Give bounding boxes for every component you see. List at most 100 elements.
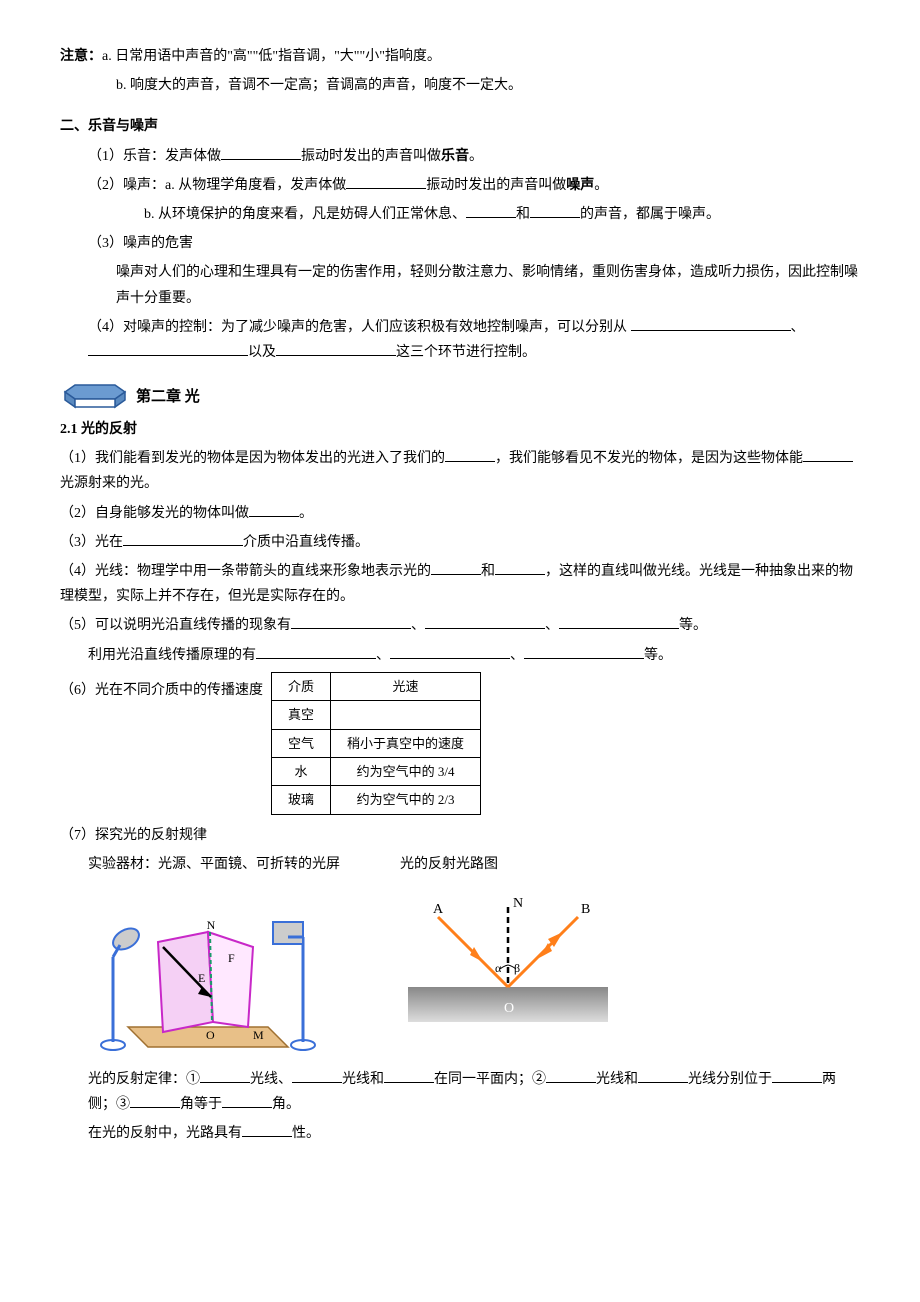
table-cell: 介质 xyxy=(272,672,331,700)
text: 利用光沿直线传播原理的有 xyxy=(88,648,256,663)
s21-p1: （1）我们能看到发光的物体是因为物体发出的光进入了我们的 ，我们能够看见不发光的物… xyxy=(60,446,860,496)
blank xyxy=(772,1068,822,1083)
label-N: N xyxy=(513,896,523,911)
chapter2-row: 第二章 光 xyxy=(60,377,860,417)
text: 振动时发出的声音叫做 xyxy=(426,178,566,193)
text: 光源射来的光。 xyxy=(60,476,158,491)
text: 光线、 xyxy=(250,1072,292,1087)
blank xyxy=(445,447,495,462)
diagram-reflection: A N B α β O xyxy=(388,887,628,1057)
blank xyxy=(123,531,243,546)
text: （4）对噪声的控制：为了减少噪声的危害，人们应该积极有效地控制噪声，可以分别从 xyxy=(88,320,627,335)
label-A: A xyxy=(433,902,444,917)
chapter2-title: 第二章 光 xyxy=(136,384,200,411)
label-E: E xyxy=(198,971,205,985)
book-icon xyxy=(60,377,130,417)
text-bold: 乐音 xyxy=(441,149,469,164)
label-F: F xyxy=(228,951,235,965)
table-cell: 约为空气中的 2/3 xyxy=(331,786,481,814)
text: （1）乐音：发声体做 xyxy=(88,149,221,164)
diagrams-row: N F E O M xyxy=(88,887,860,1057)
s21-p7: （7）探究光的反射规律 xyxy=(60,823,860,848)
text: 、 xyxy=(376,648,390,663)
text: 在同一平面内；② xyxy=(434,1072,546,1087)
blank xyxy=(276,341,396,356)
label-N: N xyxy=(207,918,216,932)
text: 的声音，都属于噪声。 xyxy=(580,207,720,222)
s21-p2: （2）自身能够发光的物体叫做。 xyxy=(60,501,860,526)
blank xyxy=(425,614,545,629)
blank xyxy=(88,341,248,356)
blank xyxy=(130,1093,180,1108)
text: 以及 xyxy=(248,345,276,360)
notice-label: 注意： xyxy=(60,49,102,64)
text: 这三个环节进行控制。 xyxy=(396,345,536,360)
blank xyxy=(559,614,679,629)
blank xyxy=(524,644,644,659)
table-row: 水 约为空气中的 3/4 xyxy=(272,757,481,785)
speed-table: 介质 光速 真空 空气 稍小于真空中的速度 水 约为空气中的 3/4 玻璃 约为… xyxy=(271,672,481,815)
blank xyxy=(200,1068,250,1083)
text: （4）光线：物理学中用一条带箭头的直线来形象地表示光的 xyxy=(60,564,431,579)
blank xyxy=(346,174,426,189)
blank xyxy=(631,316,791,331)
s21-p9: 在光的反射中，光路具有 性。 xyxy=(60,1121,860,1146)
blank xyxy=(242,1122,292,1137)
text: 。 xyxy=(469,149,483,164)
table-cell: 约为空气中的 3/4 xyxy=(331,757,481,785)
text: 等。 xyxy=(644,648,672,663)
s2-p2: （2）噪声：a. 从物理学角度看，发声体做振动时发出的声音叫做噪声。 xyxy=(60,173,860,198)
notice-a: a. 日常用语中声音的"高""低"指音调，"大""小"指响度。 xyxy=(102,49,441,64)
blank xyxy=(803,447,853,462)
table-row: 空气 稍小于真空中的速度 xyxy=(272,729,481,757)
text: 在光的反射中，光路具有 xyxy=(88,1126,242,1141)
s2-p3-title: （3）噪声的危害 xyxy=(60,231,860,256)
table-row: 玻璃 约为空气中的 2/3 xyxy=(272,786,481,814)
label-B: B xyxy=(581,902,590,917)
text: 、 xyxy=(411,618,425,633)
blank xyxy=(222,1093,272,1108)
label-beta: β xyxy=(514,961,520,975)
table-cell xyxy=(331,701,481,729)
equip-label: 实验器材：光源、平面镜、可折转的光屏 xyxy=(88,852,340,877)
text: 光线和 xyxy=(342,1072,384,1087)
text: 、 xyxy=(510,648,524,663)
text: 和 xyxy=(481,564,495,579)
notice-block: 注意：a. 日常用语中声音的"高""低"指音调，"大""小"指响度。 xyxy=(60,44,860,69)
table-cell: 玻璃 xyxy=(272,786,331,814)
table-cell: 真空 xyxy=(272,701,331,729)
text-bold: 噪声 xyxy=(566,178,594,193)
text: 介质中沿直线传播。 xyxy=(243,535,369,550)
s21-title: 2.1 光的反射 xyxy=(60,417,860,442)
table-cell: 水 xyxy=(272,757,331,785)
text: 光的反射定律：① xyxy=(88,1072,200,1087)
text: 光线分别位于 xyxy=(688,1072,772,1087)
blank xyxy=(249,502,299,517)
notice-b: b. 响度大的声音，音调不一定高；音调高的声音，响度不一定大。 xyxy=(60,73,860,98)
s21-p6-row: （6）光在不同介质中的传播速度 介质 光速 真空 空气 稍小于真空中的速度 水 … xyxy=(60,672,860,815)
text: （3）光在 xyxy=(60,535,123,550)
text: 光线和 xyxy=(596,1072,638,1087)
blank xyxy=(546,1068,596,1083)
text: （1）我们能看到发光的物体是因为物体发出的光进入了我们的 xyxy=(60,451,445,466)
text: ，我们能够看见不发光的物体，是因为这些物体能 xyxy=(495,451,803,466)
table-row: 介质 光速 xyxy=(272,672,481,700)
blank xyxy=(292,1068,342,1083)
s21-p7-labels: 实验器材：光源、平面镜、可折转的光屏 光的反射光路图 xyxy=(60,852,860,877)
s21-p4: （4）光线：物理学中用一条带箭头的直线来形象地表示光的和，这样的直线叫做光线。光… xyxy=(60,559,860,609)
diagram-experiment: N F E O M xyxy=(88,887,328,1057)
s2-p1: （1）乐音：发声体做振动时发出的声音叫做乐音。 xyxy=(60,144,860,169)
text: 角。 xyxy=(272,1097,300,1112)
label-alpha: α xyxy=(495,961,502,975)
s21-p5b: 利用光沿直线传播原理的有 、 、 等。 xyxy=(60,643,860,668)
text: 、 xyxy=(545,618,559,633)
text: 性。 xyxy=(292,1126,320,1141)
text: 和 xyxy=(516,207,530,222)
s21-p6: （6）光在不同介质中的传播速度 xyxy=(60,676,263,703)
text: （2）自身能够发光的物体叫做 xyxy=(60,506,249,521)
blank xyxy=(530,203,580,218)
blank xyxy=(256,644,376,659)
text: b. 从环境保护的角度来看，凡是妨碍人们正常休息、 xyxy=(144,207,466,222)
blank xyxy=(431,560,481,575)
section2-title: 二、乐音与噪声 xyxy=(60,114,860,139)
